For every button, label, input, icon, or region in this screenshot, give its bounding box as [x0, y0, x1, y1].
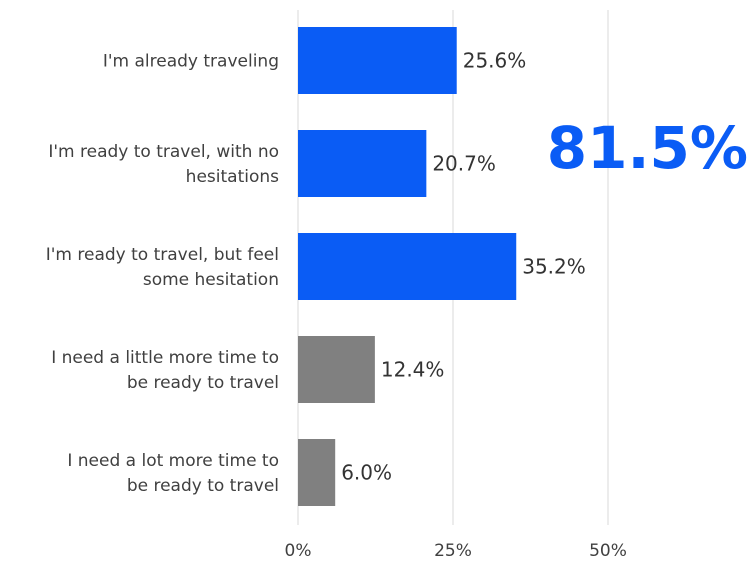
category-label-1: I'm ready to travel, with no hesitations	[48, 142, 279, 187]
category-label-2: I'm ready to travel, but feel some hesita…	[46, 245, 279, 290]
category-label-0: I'm already traveling	[103, 52, 279, 72]
x-tick-label-2: 50%	[589, 541, 627, 561]
data-label-1: 20.7%	[432, 152, 496, 176]
data-label-4: 6.0%	[341, 461, 392, 485]
x-tick-label-0: 0%	[285, 541, 312, 561]
bar-0	[298, 27, 457, 94]
category-label-3: I need a little more time to be ready to …	[51, 348, 279, 393]
bar-3	[298, 336, 375, 403]
category-label-4: I need a lot more time to be ready to tra…	[67, 451, 279, 496]
bar-4	[298, 439, 336, 506]
data-label-3: 12.4%	[381, 358, 445, 382]
highlight-total-annotation: 81.5%	[547, 114, 748, 182]
bar-2	[298, 233, 517, 300]
x-tick-label-1: 25%	[434, 541, 472, 561]
data-label-2: 35.2%	[522, 255, 586, 279]
bar-1	[298, 130, 427, 197]
data-label-0: 25.6%	[463, 49, 527, 73]
